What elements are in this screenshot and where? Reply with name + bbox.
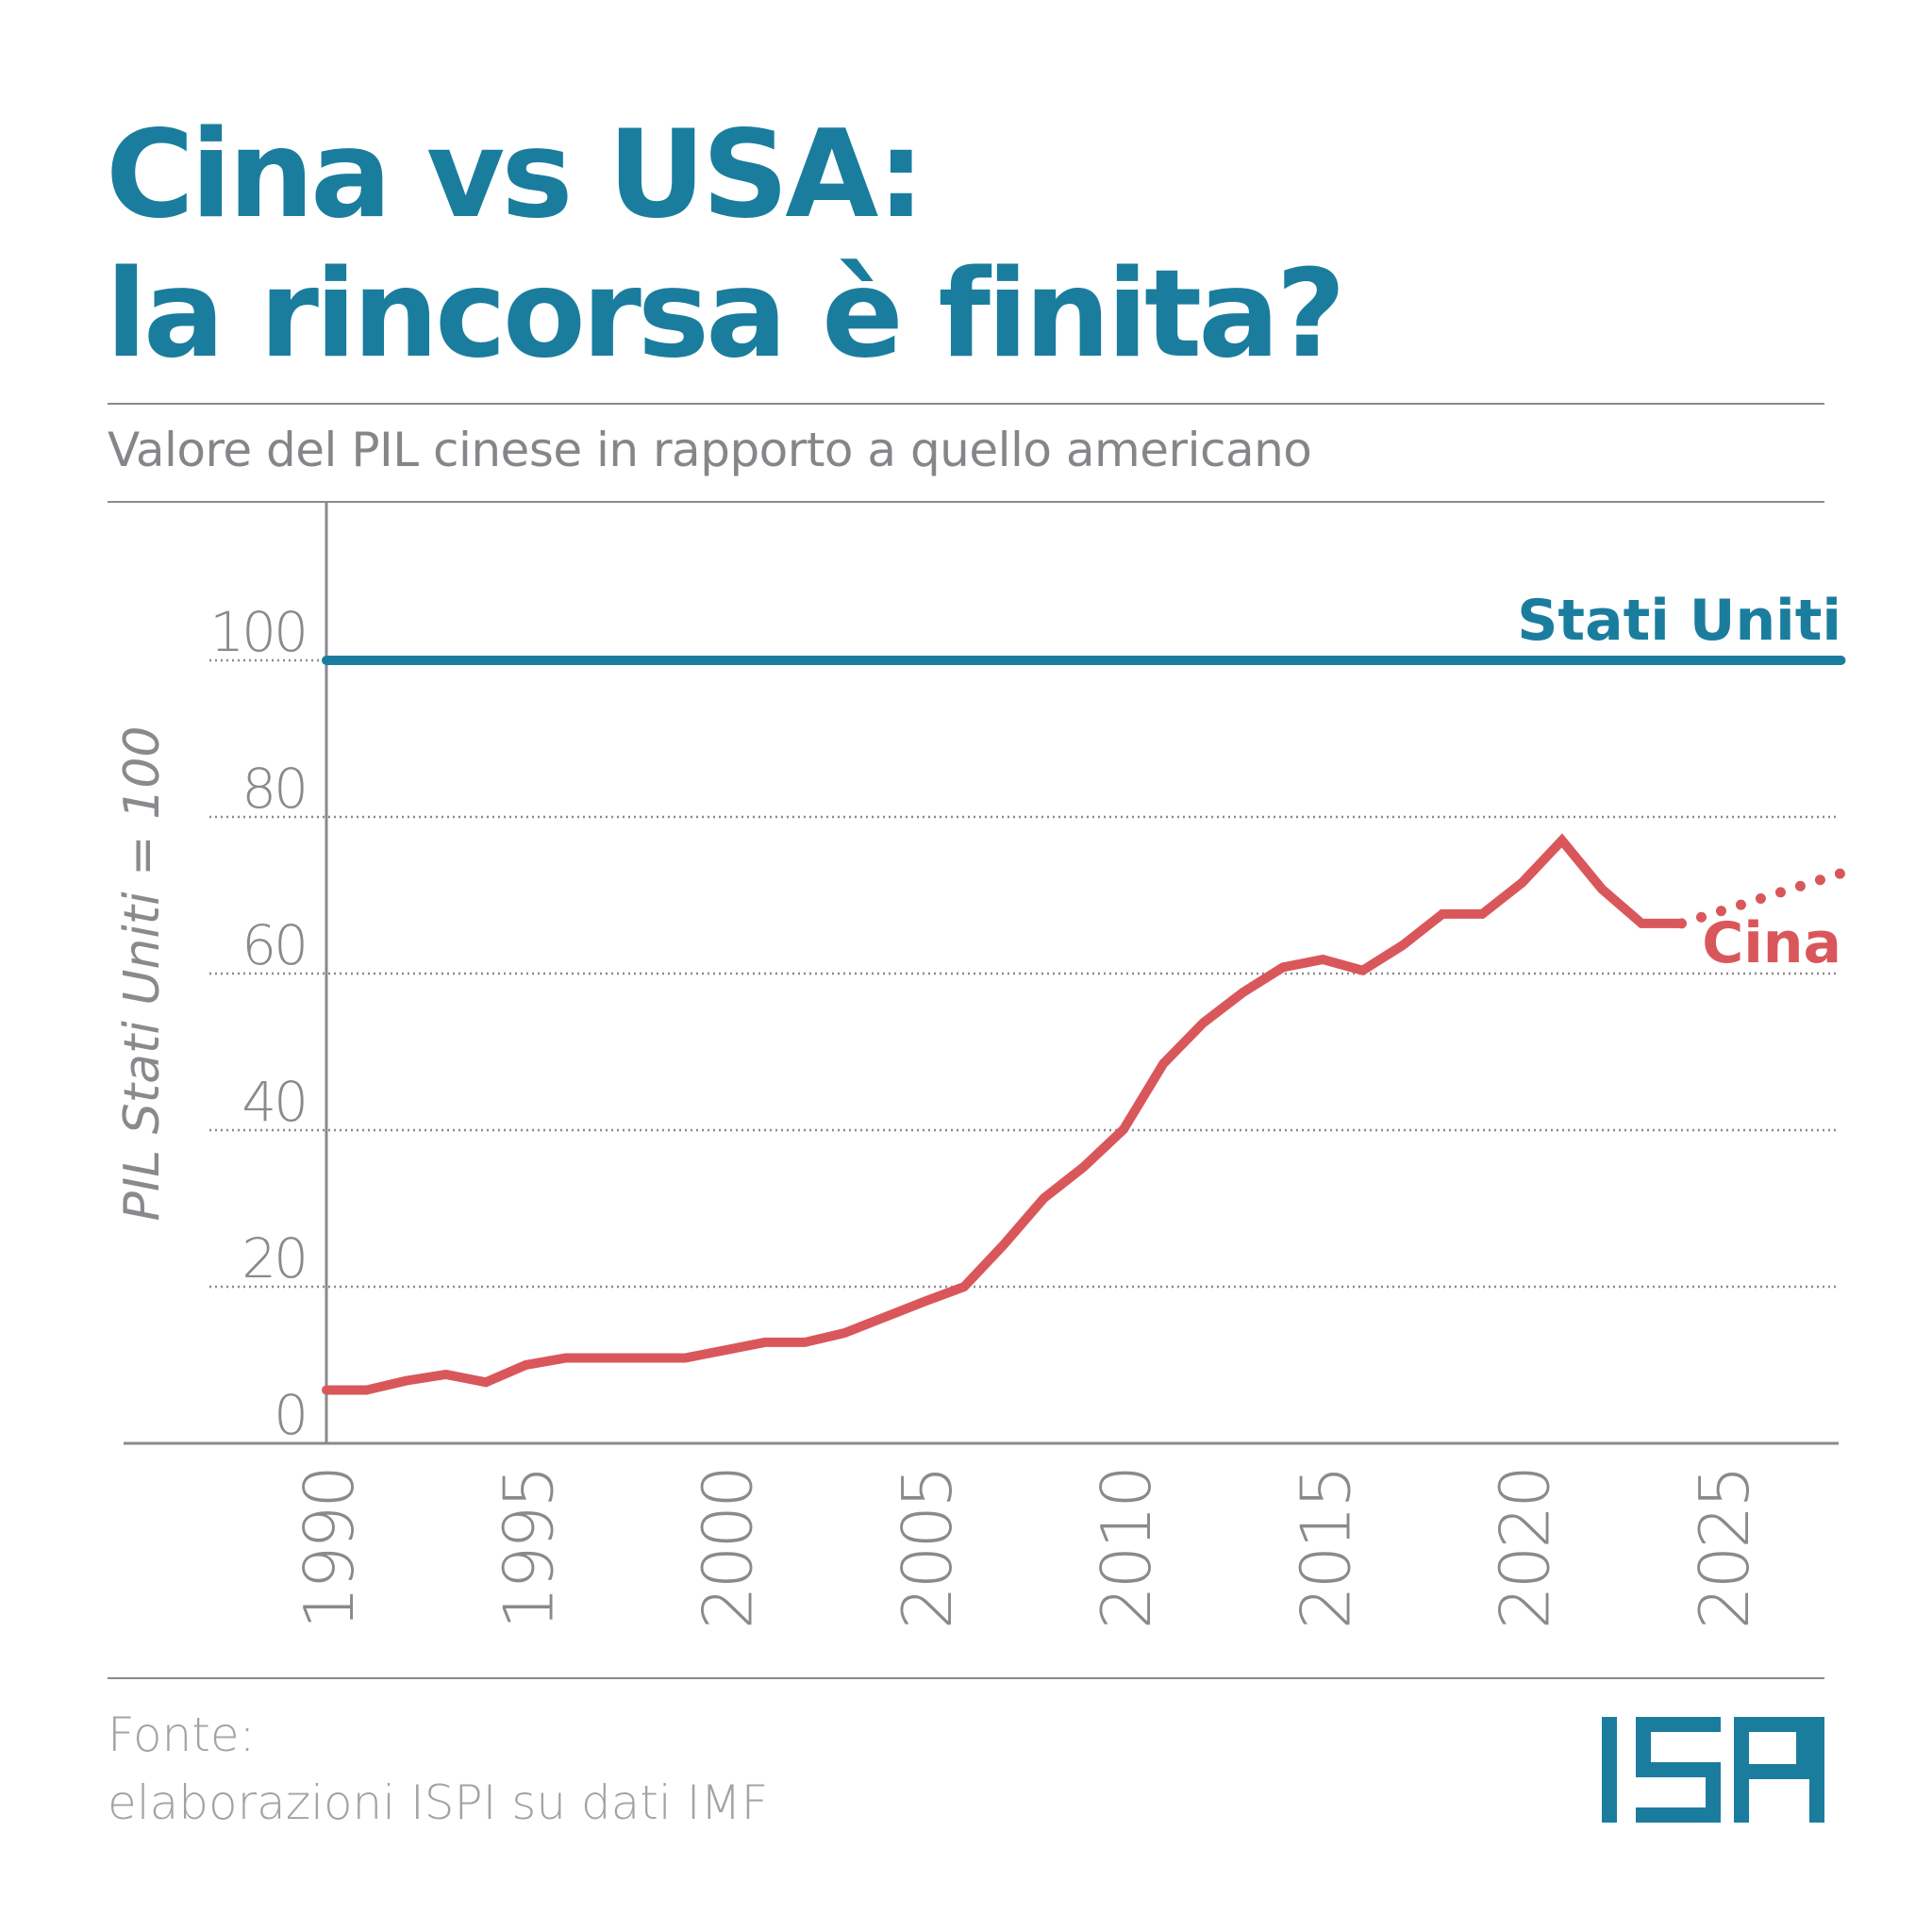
y-tick-label: 80 <box>242 757 306 821</box>
title-line-2: la rincorsa è finita? <box>106 244 1346 385</box>
y-tick-labels: 0 20 40 60 80 100 <box>209 600 308 1447</box>
x-tick-label: 2010 <box>1087 1468 1166 1629</box>
series-line-cina <box>322 833 1687 1395</box>
y-tick-label: 0 <box>274 1383 306 1447</box>
x-tick-label: 2020 <box>1486 1468 1565 1629</box>
x-tick-labels: 1990 1995 2000 2005 2010 2015 2020 2025 <box>290 1468 1764 1629</box>
x-tick-label: 2015 <box>1286 1468 1365 1629</box>
y-tick-label: 40 <box>242 1070 306 1134</box>
china-series-label: Cina <box>1702 910 1841 976</box>
x-tick-label: 1990 <box>290 1468 369 1629</box>
source-text: elaborazioni ISPI su dati IMF <box>108 1775 769 1830</box>
footer-divider <box>108 1677 1824 1679</box>
x-tick-label: 2005 <box>888 1468 967 1629</box>
y-tick-label: 100 <box>209 600 306 664</box>
gridlines <box>209 658 1839 1289</box>
y-tick-label: 20 <box>242 1226 306 1291</box>
ispi-logo <box>1602 1717 1824 1823</box>
y-tick-label: 60 <box>242 913 306 977</box>
top-divider <box>108 403 1824 405</box>
series <box>322 656 1846 1395</box>
source-label: Fonte: <box>108 1707 256 1762</box>
x-tick-label: 1995 <box>489 1468 568 1629</box>
subtitle-divider <box>108 501 1824 503</box>
usa-series-label: Stati Uniti <box>1517 588 1841 654</box>
x-tick-label: 2025 <box>1685 1468 1764 1629</box>
y-axis-title: PIL Stati Uniti = 100 <box>114 725 171 1221</box>
page-title: Cina vs USA: la rincorsa è finita? <box>106 105 1346 385</box>
chart-subtitle: Valore del PIL cinese in rapporto a quel… <box>108 423 1312 477</box>
title-line-1: Cina vs USA: <box>106 105 925 245</box>
x-tick-label: 2000 <box>689 1468 768 1629</box>
